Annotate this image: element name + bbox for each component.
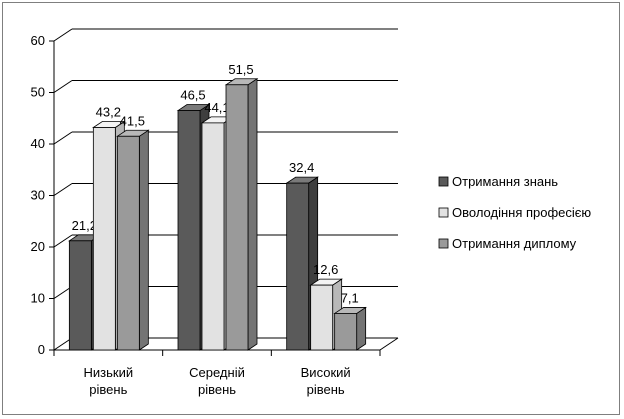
legend-label: Отримання диплому — [452, 236, 577, 251]
data-label: 32,4 — [289, 160, 314, 175]
y-tick-label: 30 — [31, 188, 45, 203]
data-label: 51,5 — [228, 62, 253, 77]
bar — [201, 122, 225, 351]
bar-side — [138, 129, 149, 351]
bar — [286, 182, 310, 351]
legend-swatch — [438, 176, 449, 187]
category-label: Середній — [189, 365, 245, 380]
data-label: 41,5 — [120, 113, 145, 128]
y-tick-label: 40 — [31, 136, 45, 151]
chart-frame: 0 10 20 30 40 50 60 21,2 43,2 41,5 Низький рівень 46… — [2, 2, 620, 415]
gridline-slant — [53, 183, 73, 196]
bar — [225, 84, 249, 351]
bar — [177, 110, 201, 351]
legend-label: Оволодіння професією — [452, 205, 591, 220]
y-tick-label: 0 — [38, 342, 45, 357]
data-label: 12,6 — [313, 262, 338, 277]
data-label: 43,2 — [96, 105, 121, 120]
gridline-slant — [53, 131, 73, 145]
data-label: 7,1 — [341, 290, 359, 305]
bar — [334, 313, 358, 351]
category-label: рівень — [89, 382, 127, 397]
y-tick-label: 20 — [31, 239, 45, 254]
legend-label: Отримання знань — [452, 174, 558, 189]
category-label: рівень — [307, 382, 345, 397]
gridline-slant — [53, 80, 73, 93]
y-tick-label: 10 — [31, 291, 45, 306]
category-label: Низький — [84, 365, 134, 380]
floor-edge — [379, 337, 399, 351]
category-label: рівень — [198, 382, 236, 397]
y-tick-label: 60 — [31, 33, 45, 48]
data-label: 46,5 — [180, 88, 205, 103]
y-tick-label: 50 — [31, 85, 45, 100]
data-label: 44,1 — [204, 100, 229, 115]
data-label: 21,2 — [72, 218, 97, 233]
bar — [68, 240, 92, 351]
bar — [310, 284, 334, 351]
category-label: Високий — [301, 365, 351, 380]
bar-chart: 0 10 20 30 40 50 60 21,2 43,241,5 Низький рівень 46… — [31, 28, 591, 397]
bar — [116, 135, 140, 351]
bar-side — [247, 78, 258, 351]
gridline-slant — [53, 234, 73, 248]
legend-swatch — [438, 238, 449, 249]
gridline-slant — [53, 28, 73, 42]
legend-swatch — [438, 207, 449, 218]
bar — [92, 127, 116, 351]
bar-side — [356, 306, 367, 351]
